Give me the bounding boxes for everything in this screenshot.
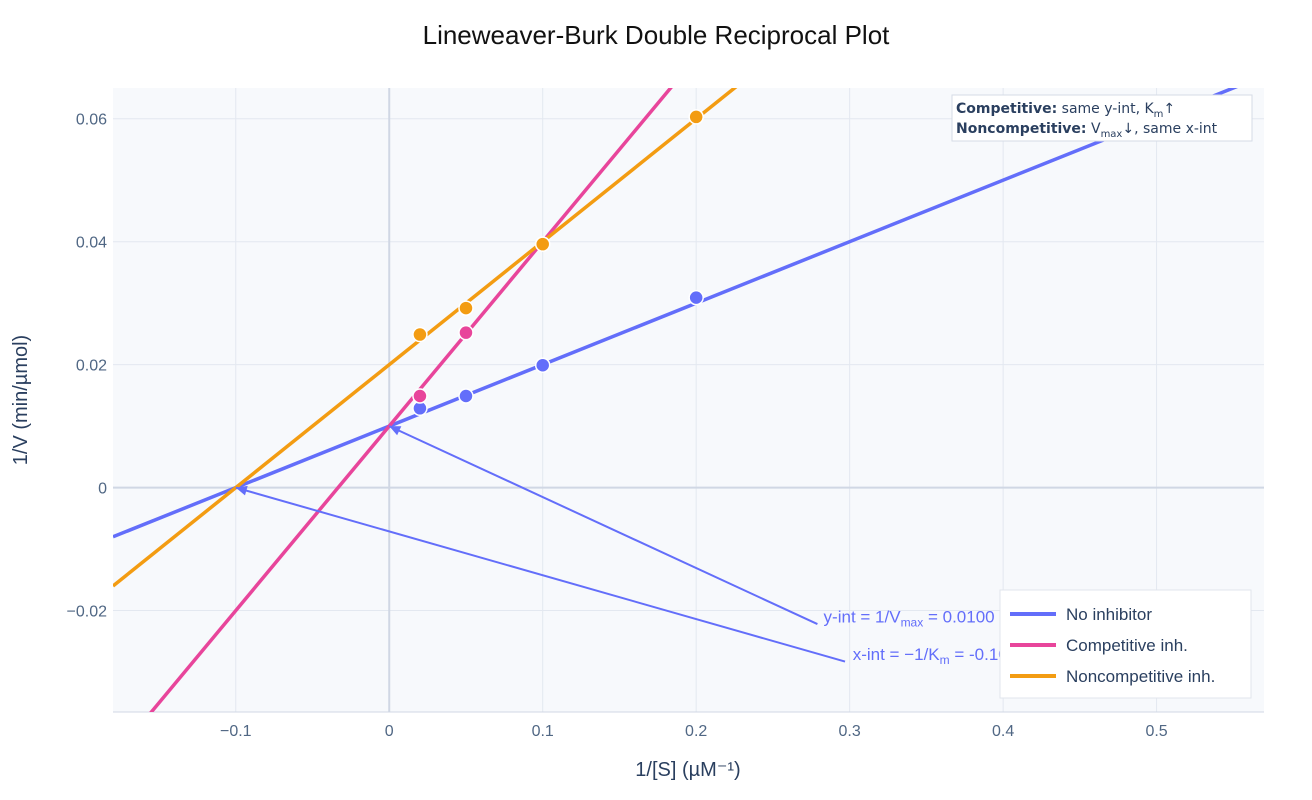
x-tick-label: 0.2 bbox=[685, 723, 707, 740]
x-tick-label: 0.1 bbox=[532, 723, 554, 740]
series-line-2 bbox=[113, 88, 738, 588]
x-axis-title: 1/[S] (µM⁻¹) bbox=[635, 759, 740, 781]
data-point bbox=[458, 300, 474, 316]
x-tick-label: −0.1 bbox=[220, 723, 252, 740]
legend-label-2: Noncompetitive inh. bbox=[1066, 667, 1215, 686]
data-point bbox=[458, 324, 474, 341]
data-point bbox=[688, 109, 704, 125]
x-tick-label: 0.5 bbox=[1145, 723, 1167, 740]
legend: No inhibitor Competitive inh. Noncompetiti… bbox=[999, 589, 1252, 699]
annotations: y-int = 1/Vmax​ = 0.0100 x-int = −1/Km​ =… bbox=[235, 425, 1008, 667]
note-line-2: Noncompetitive: Vmax​↓, same x-int bbox=[956, 121, 1218, 140]
annotation-arrowhead-0 bbox=[389, 426, 402, 436]
note-box-bg bbox=[951, 94, 1253, 142]
annotation-label-0: y-int = 1/Vmax​ = 0.0100 bbox=[824, 608, 995, 630]
data-point bbox=[412, 326, 428, 343]
zero-lines bbox=[113, 88, 1264, 713]
series-lines bbox=[113, 88, 1239, 712]
legend-label-0: No inhibitor bbox=[1066, 605, 1152, 624]
annotation-arrowhead-1 bbox=[235, 485, 248, 496]
y-tick-label: 0 bbox=[98, 481, 107, 498]
x-tick-label: 0.4 bbox=[992, 723, 1014, 740]
x-tick-label: 0 bbox=[385, 723, 394, 740]
legend-label-1: Competitive inh. bbox=[1066, 636, 1188, 655]
y-tick-label: 0.02 bbox=[76, 358, 107, 375]
note-line-1: Competitive: same y-int, Km​↑ bbox=[956, 101, 1175, 120]
series-line-0 bbox=[113, 88, 1239, 539]
data-point bbox=[688, 289, 704, 306]
data-point bbox=[534, 357, 551, 374]
y-tick-label: 0.06 bbox=[76, 112, 107, 129]
tick-labels: −0.1 0 0.1 0.2 0.3 0.4 0.5 −0.02 0 0.02 0.04 0.06 bbox=[67, 112, 1168, 740]
x-tick-label: 0.3 bbox=[839, 723, 861, 740]
series-line-1 bbox=[149, 88, 673, 712]
data-point bbox=[412, 388, 428, 404]
y-axis-title: 1/V (min/µmol) bbox=[10, 335, 32, 465]
y-tick-label: −0.02 bbox=[67, 604, 108, 621]
note-box: Competitive: same y-int, Km​↑Noncompetit… bbox=[951, 94, 1253, 142]
annotation-arrow-1 bbox=[235, 486, 846, 663]
annotation-arrow-0 bbox=[388, 425, 818, 625]
data-point bbox=[458, 388, 474, 404]
data-point bbox=[534, 236, 551, 252]
series-markers bbox=[412, 109, 704, 417]
annotation-label-1: x-int = −1/Km​ = -0.10 bbox=[853, 645, 1008, 667]
y-tick-label: 0.04 bbox=[76, 235, 107, 252]
chart-title: Lineweaver-Burk Double Reciprocal Plot bbox=[423, 20, 891, 50]
